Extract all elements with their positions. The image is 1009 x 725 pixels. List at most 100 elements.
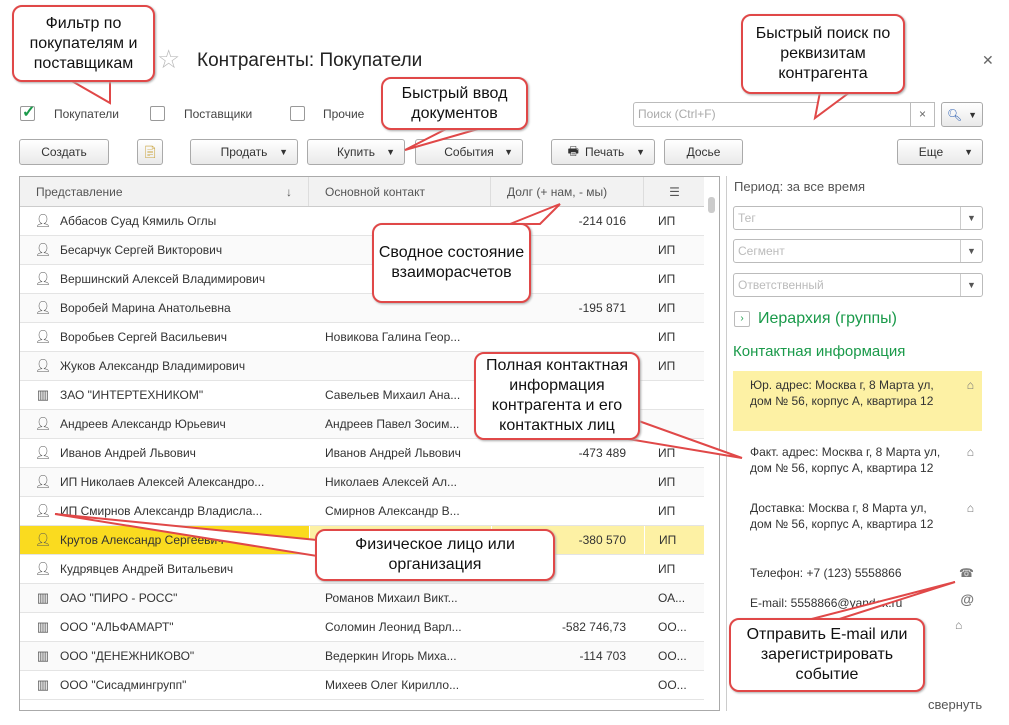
table-row[interactable]: 👤︎ Бесарчук Сергей Викторович ИП [20, 236, 719, 265]
table-row[interactable]: ▥ ООО "Сисадмингрупп" Михеев Олег Кирилло.… [20, 671, 719, 700]
cell-debt: -473 489 [578, 446, 626, 460]
name-text: ЗАО "ИНТЕРТЕХНИКОМ" [60, 388, 204, 402]
callout-email: Отправить E-mail или зарегистрировать со… [729, 618, 925, 692]
table-row[interactable]: ▥ ЗАО "ИНТЕРТЕХНИКОМ" Савельев Михаил Ана.… [20, 381, 719, 410]
contact-item[interactable]: Доставка: Москва г, 8 Марта ул, дом № 56… [733, 494, 982, 558]
divider [726, 176, 727, 711]
cell-name: 👤︎ Аббасов Суад Кямиль Оглы [20, 207, 309, 235]
contact-text: Факт. адрес: Москва г, 8 Марта ул, дом №… [750, 445, 941, 475]
hierarchy-label: Иерархия (группы) [758, 310, 897, 327]
search-button[interactable]: 🔍︎ ▼ [941, 102, 983, 127]
checkbox-other[interactable] [290, 106, 305, 121]
tag-select[interactable]: Тег ▼ [733, 206, 983, 230]
cell-name: 👤︎ Воробей Марина Анатольевна [20, 294, 309, 322]
scrollbar[interactable] [704, 177, 719, 710]
events-button[interactable]: События ▼ [415, 139, 523, 165]
cell-type: ИП [658, 214, 676, 228]
person-icon: 👤︎ [34, 503, 52, 518]
house-icon[interactable]: ⌂ [955, 618, 963, 632]
table-row[interactable]: ▥ ООО "ДЕНЕЖНИКОВО" Ведеркин Игорь Миха...… [20, 642, 719, 671]
contact-item[interactable]: Факт. адрес: Москва г, 8 Марта ул, дом №… [733, 438, 982, 494]
callout-summary: Сводное состояние взаиморасчетов [372, 223, 531, 303]
cell-contact: Николаев Алексей Ал... [325, 475, 458, 489]
cell-debt: -582 746,73 [561, 620, 626, 634]
person-icon: 👤︎ [34, 561, 52, 576]
create-button[interactable]: Создать [19, 139, 109, 165]
responsible-select[interactable]: Ответственный ▼ [733, 273, 983, 297]
person-icon: 👤︎ [34, 416, 52, 431]
dropdown-arrow-icon: ▼ [279, 147, 288, 157]
dropdown-arrow-icon[interactable]: ▼ [960, 240, 982, 262]
document-journal-button[interactable]: 📄︎ [137, 139, 163, 165]
dossier-button[interactable]: Досье [664, 139, 743, 165]
table-row[interactable]: 👤︎ Кудрявцев Андрей Витальевич ИП [20, 555, 719, 584]
house-icon[interactable]: ⌂ [966, 445, 974, 459]
person-icon: 👤︎ [34, 445, 52, 460]
cell-name: 👤︎ Кудрявцев Андрей Витальевич [20, 555, 309, 583]
cell-type: ОО... [658, 678, 687, 692]
table-row[interactable]: 👤︎ Аббасов Суад Кямиль Оглы -214 016 ИП [20, 207, 719, 236]
sell-button[interactable]: Продать ▼ [190, 139, 298, 165]
name-text: Андреев Александр Юрьевич [60, 417, 226, 431]
cell-contact: Иванов Андрей Львович [325, 446, 461, 460]
buy-button[interactable]: Купить ▼ [307, 139, 405, 165]
name-text: Воробей Марина Анатольевна [60, 301, 231, 315]
scrollbar-thumb[interactable] [708, 197, 715, 213]
cell-name: ▥ ООО "АЛЬФАМАРТ" [20, 613, 309, 641]
pointer-summary [509, 203, 561, 225]
contact-item[interactable]: Юр. адрес: Москва г, 8 Марта ул, дом № 5… [733, 371, 982, 431]
table-row[interactable]: ▥ ООО "АЛЬФАМАРТ" Соломин Леонид Варл... -5… [20, 613, 719, 642]
column-title: Представление [36, 185, 123, 199]
cell-name: ▥ ООО "Сисадмингрупп" [20, 671, 309, 699]
favorite-star-icon[interactable]: ☆ [157, 44, 181, 74]
segment-select[interactable]: Сегмент ▼ [733, 239, 983, 263]
collapse-link[interactable]: свернуть [928, 697, 983, 712]
hierarchy-toggle[interactable]: › Иерархия (группы) [734, 310, 897, 328]
contact-item[interactable]: Телефон: +7 (123) 5558866 ☎ [733, 559, 982, 581]
checkbox-suppliers[interactable] [150, 106, 165, 121]
table-row[interactable]: 👤︎ Иванов Андрей Львович Иванов Андрей Льв… [20, 439, 719, 468]
more-button[interactable]: Еще ▼ [897, 139, 983, 165]
cell-contact: Новикова Галина Геор... [325, 330, 461, 344]
checkbox-buyers[interactable]: ✓ [20, 104, 36, 121]
sell-label: Продать [220, 145, 268, 159]
table-row[interactable]: 👤︎ Воробей Марина Анатольевна -195 871 ИП [20, 294, 719, 323]
counterparties-table: Представление ↓ Основной контакт Долг (+ … [19, 176, 720, 711]
table-row[interactable]: ▥ ОАО "ПИРО - РОСС" Романов Михаил Викт...… [20, 584, 719, 613]
person-icon: 👤︎ [34, 242, 52, 257]
table-row[interactable]: 👤︎ ИП Николаев Алексей Александро... Никол… [20, 468, 719, 497]
dropdown-arrow-icon[interactable]: ▼ [960, 274, 982, 296]
clear-search-button[interactable]: × [910, 102, 935, 127]
table-row[interactable]: 👤︎ Воробьев Сергей Васильевич Новикова Гал… [20, 323, 719, 352]
table-row[interactable]: 👤︎ ИП Смирнов Александр Владисла... Смирно… [20, 497, 719, 526]
period-link[interactable]: Период: за все время [734, 179, 866, 194]
column-header-contact[interactable]: Основной контакт [309, 177, 491, 206]
cell-name: 👤︎ Жуков Александр Владимирович [20, 352, 309, 380]
pointer-quick-input [404, 126, 486, 151]
name-text: ООО "ДЕНЕЖНИКОВО" [60, 649, 195, 663]
phone-icon[interactable]: ☎ [959, 566, 974, 580]
house-icon[interactable]: ⌂ [966, 378, 974, 392]
name-text: Кудрявцев Андрей Витальевич [60, 562, 234, 576]
at-icon[interactable]: @ [960, 591, 974, 607]
search-icon: 🔍︎ [946, 107, 963, 122]
column-header-name[interactable]: Представление ↓ [20, 177, 309, 206]
name-text: Иванов Андрей Львович [60, 446, 196, 460]
pointer-person-org [54, 513, 318, 558]
cell-name: 👤︎ Андреев Александр Юрьевич [20, 410, 309, 438]
name-text: Бесарчук Сергей Викторович [60, 243, 223, 257]
cell-name: 👤︎ Вершинский Алексей Владимирович [20, 265, 309, 293]
close-icon[interactable]: ✕ [982, 52, 994, 68]
cell-name: 👤︎ ИП Николаев Алексей Александро... [20, 468, 309, 496]
cell-contact: Михеев Олег Кирилло... [325, 678, 460, 692]
cell-type: ОА... [658, 591, 686, 605]
cell-name: ▥ ЗАО "ИНТЕРТЕХНИКОМ" [20, 381, 309, 409]
callout-filter: Фильтр по покупателям и поставщикам [12, 5, 155, 82]
table-row[interactable]: 👤︎ Вершинский Алексей Владимирович ИП [20, 265, 719, 294]
house-icon[interactable]: ⌂ [966, 501, 974, 515]
print-button[interactable]: 🖶 Печать ▼ [551, 139, 655, 165]
person-icon: 👤︎ [34, 532, 52, 547]
column-header-debt[interactable]: Долг (+ нам, - мы) [491, 177, 644, 206]
contact-text: Доставка: Москва г, 8 Марта ул, дом № 56… [750, 501, 934, 531]
dropdown-arrow-icon[interactable]: ▼ [960, 207, 982, 229]
